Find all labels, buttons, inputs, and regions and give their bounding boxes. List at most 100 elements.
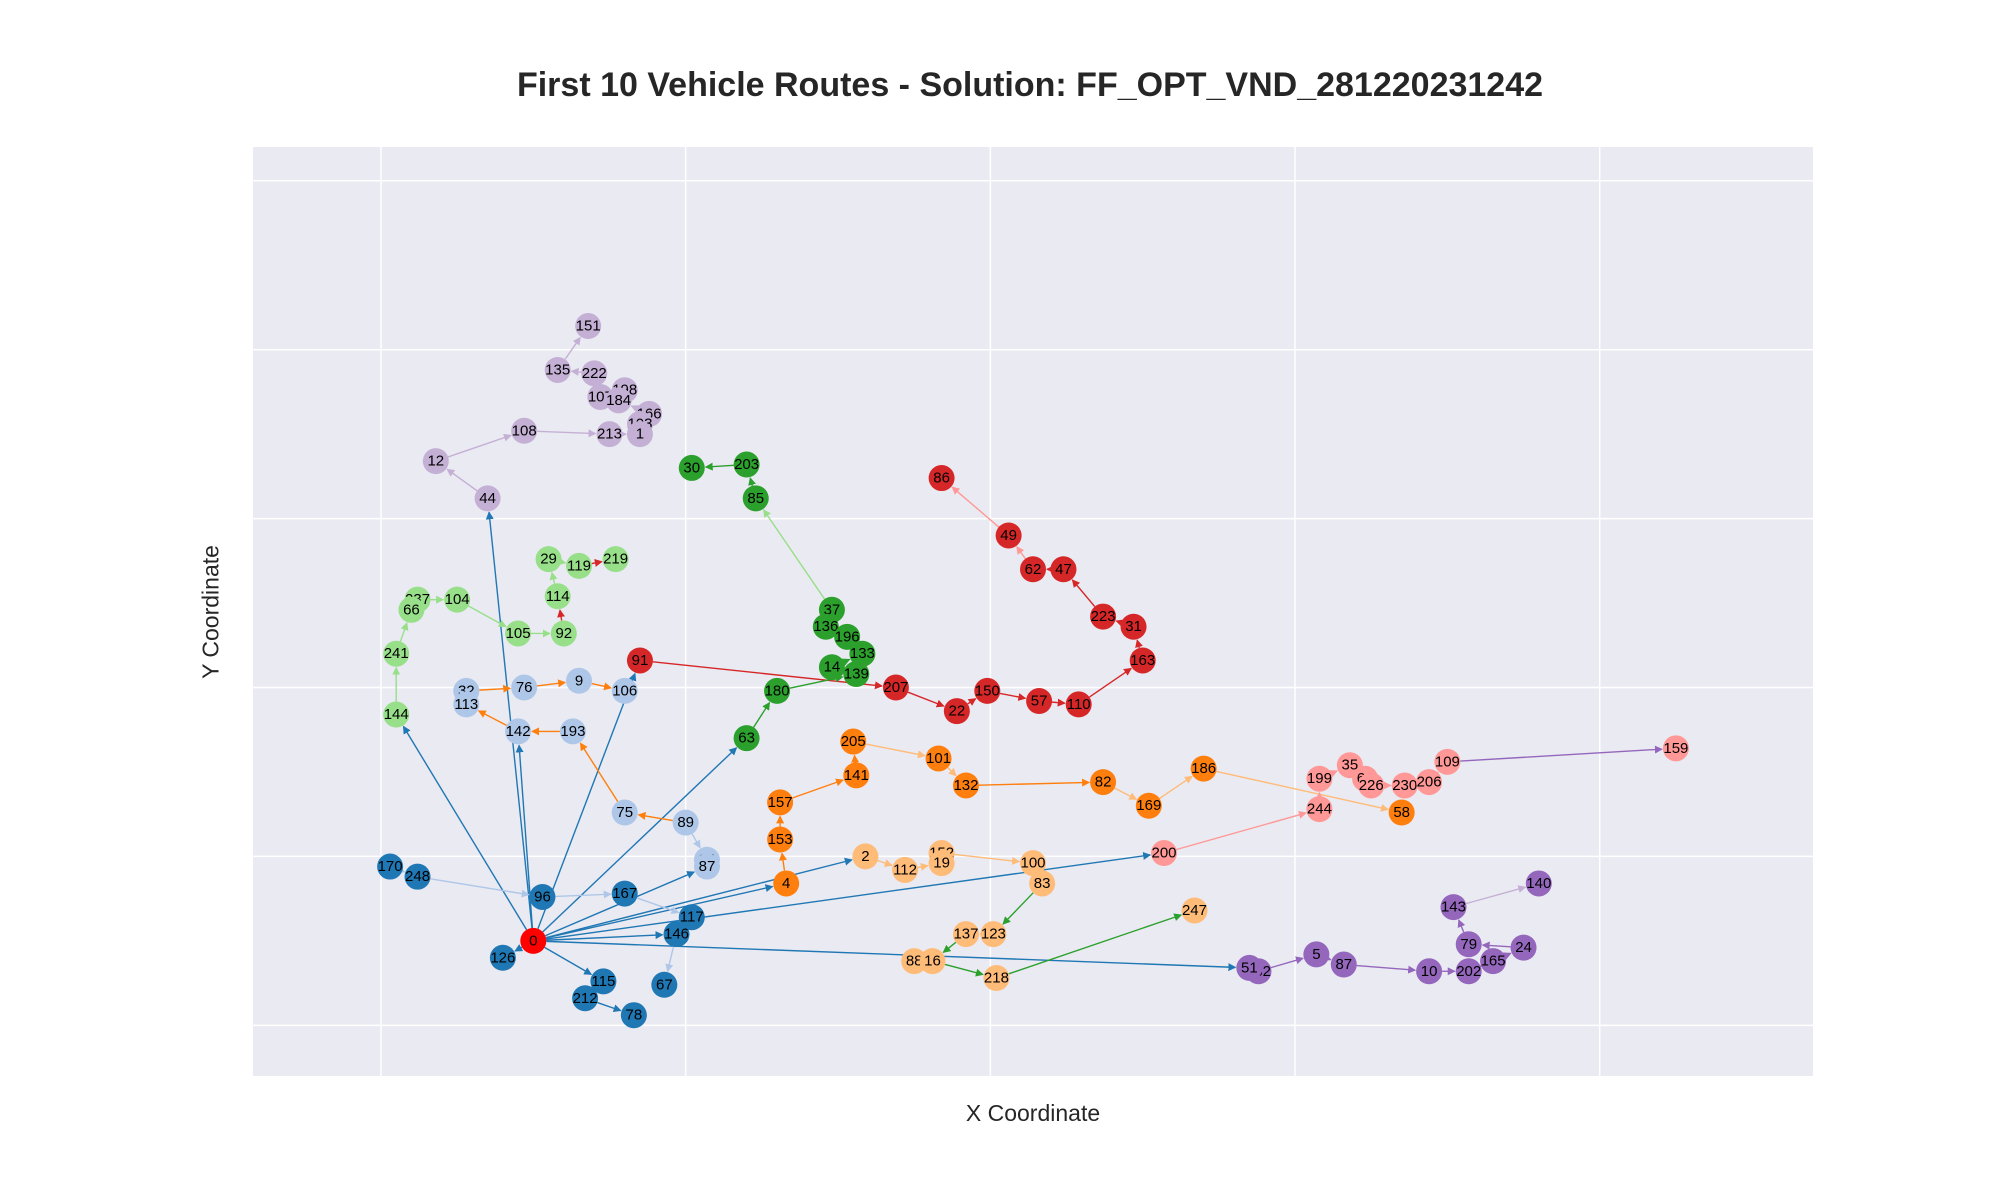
route-edge	[579, 742, 619, 802]
route-edge	[1114, 787, 1138, 800]
node-label: 87	[1335, 956, 1352, 973]
node-marker	[404, 863, 431, 890]
node-label: 44	[479, 490, 496, 507]
node-marker	[1029, 870, 1056, 897]
customer-node: 91	[626, 647, 653, 674]
node-marker	[544, 356, 571, 383]
node-label: 67	[656, 976, 673, 993]
node-label: 230	[1392, 777, 1417, 794]
customer-node: 133	[849, 640, 876, 667]
node-label: 24	[1515, 939, 1532, 956]
route-edge	[446, 468, 478, 492]
node-label: 207	[883, 679, 908, 696]
route-edge	[748, 477, 756, 486]
node-marker	[1434, 748, 1461, 775]
node-label: 200	[1152, 845, 1177, 862]
node-marker	[383, 640, 410, 667]
node-label: 92	[555, 625, 572, 642]
route-edge	[1216, 770, 1389, 812]
customer-node: 10	[1416, 958, 1443, 985]
route-edge	[514, 944, 524, 952]
route-edge	[477, 710, 507, 727]
route-edge	[841, 658, 851, 666]
route-edge	[917, 863, 929, 871]
node-marker	[882, 674, 909, 701]
node-marker	[1135, 792, 1162, 819]
node-marker	[742, 485, 769, 512]
route-edges	[392, 336, 1663, 1013]
customer-node: 101	[925, 745, 952, 772]
node-marker	[626, 647, 653, 674]
node-marker	[453, 691, 480, 718]
route-edge	[954, 853, 1021, 865]
node-marker	[1525, 870, 1552, 897]
customer-node: 113	[453, 691, 480, 718]
node-label: 159	[1663, 740, 1688, 757]
node-label: 153	[768, 831, 793, 848]
node-marker	[529, 883, 556, 910]
node-label: 222	[582, 365, 607, 382]
node-label: 180	[765, 682, 790, 699]
customer-node: 96	[529, 883, 556, 910]
customer-node: 63	[733, 725, 760, 752]
customer-node: 248	[404, 863, 431, 890]
customer-node: 153	[767, 826, 794, 853]
customer-node: 199	[1306, 765, 1333, 792]
node-label: 101	[926, 750, 951, 767]
node-label: 106	[612, 682, 637, 699]
node-label: 108	[512, 422, 537, 439]
route-edge	[479, 684, 512, 693]
node-label: 219	[603, 551, 628, 568]
node-marker	[1050, 556, 1077, 583]
route-edge	[1460, 745, 1663, 762]
node-label: 85	[747, 490, 764, 507]
node-marker	[1416, 769, 1443, 796]
customer-node: 165	[1480, 948, 1507, 975]
node-marker	[444, 586, 471, 613]
customer-node: 19	[928, 850, 955, 877]
customer-node: 213	[596, 421, 623, 448]
route-edge	[557, 609, 566, 621]
customer-node: 47	[1050, 556, 1077, 583]
customer-node: 139	[843, 660, 870, 687]
node-label: 244	[1307, 801, 1332, 818]
route-edge	[999, 692, 1027, 701]
customer-node: 222	[581, 360, 608, 387]
customer-node: 89	[672, 809, 699, 836]
route-edge	[546, 931, 664, 941]
node-label: 212	[573, 990, 598, 1007]
node-label: 87	[699, 858, 716, 875]
node-marker	[852, 843, 879, 870]
node-marker	[611, 880, 638, 907]
route-edge	[942, 941, 957, 953]
route-edge	[555, 890, 612, 899]
node-label: 193	[560, 723, 585, 740]
node-marker	[843, 660, 870, 687]
node-marker	[1662, 735, 1689, 762]
customer-node: 163	[1129, 647, 1156, 674]
node-marker	[544, 583, 571, 610]
node-marker	[1190, 755, 1217, 782]
node-marker	[620, 1002, 647, 1029]
route-edge	[1465, 885, 1527, 905]
node-label: 16	[924, 953, 941, 970]
customer-node: 87	[1330, 951, 1357, 978]
node-marker	[983, 965, 1010, 992]
route-edge	[537, 672, 637, 929]
customer-node: 114	[544, 583, 571, 610]
customer-node: 92	[550, 620, 577, 647]
node-marker	[575, 313, 602, 340]
node-label: 2	[861, 848, 869, 865]
route-edge	[402, 725, 528, 931]
node-label: 79	[1460, 936, 1477, 953]
node-marker	[511, 417, 538, 444]
route-edge	[1135, 639, 1143, 649]
route-edge	[1051, 698, 1066, 707]
node-label: 22	[948, 703, 965, 720]
node-label: 202	[1456, 963, 1481, 980]
customer-node: 141	[843, 762, 870, 789]
customer-node: 62	[1020, 556, 1046, 583]
route-edge	[545, 884, 774, 939]
